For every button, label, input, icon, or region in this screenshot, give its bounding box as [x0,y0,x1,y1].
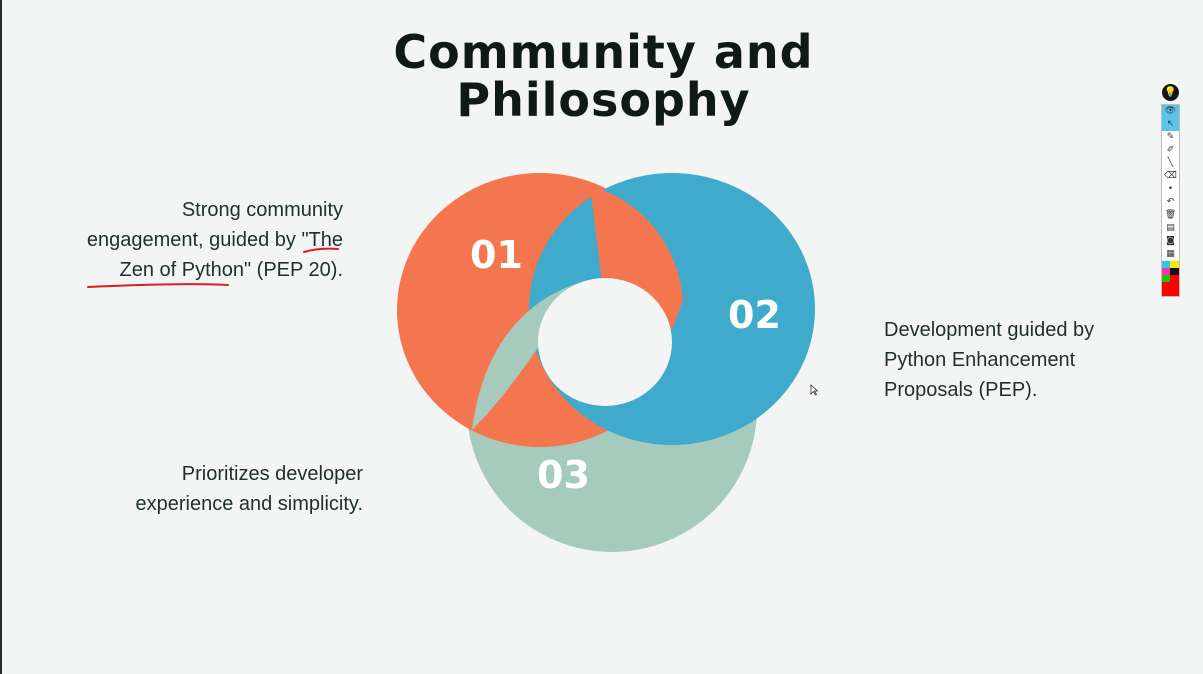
point-02-text: Development guided by Python Enhancement… [884,315,1144,405]
overlap-03-over-01 [472,282,605,430]
lightbulb-icon[interactable]: 💡 [1162,84,1179,101]
color-swatch-1[interactable] [1162,261,1170,268]
trash-icon[interactable]: 🗑 [1164,210,1177,220]
cursor-icon[interactable]: ↖ [1162,118,1179,131]
eraser-icon[interactable]: ⌫ [1164,171,1177,181]
point-02-line-1: Development guided by [884,319,1095,341]
point-03-text: Prioritizes developer experience and sim… [62,459,363,519]
label-01: 01 [470,233,523,277]
active-color-swatch[interactable] [1162,282,1179,296]
color-swatch-5[interactable] [1162,275,1170,282]
color-swatch-4[interactable] [1170,268,1179,275]
title-line-1: Community and [393,25,814,79]
line-icon[interactable]: ╲ [1167,158,1174,168]
label-02: 02 [728,293,781,337]
slide-title: Community and Philosophy [2,28,1203,124]
color-palette [1162,261,1179,282]
pen-icon[interactable]: ✎ [1166,132,1175,142]
circle-03 [467,264,757,552]
point-03-line-1: Prioritizes developer [181,463,363,485]
undo-icon[interactable]: ↶ [1166,197,1175,207]
color-swatch-3[interactable] [1162,268,1170,275]
color-swatch-6[interactable] [1170,275,1179,282]
point-01-line-2: engagement, guided by "The [86,229,343,251]
circle-01 [397,173,683,447]
toolbar-panel: 👁 ↖ ✎ ✐ ╲ ⌫ • ↶ 🗑 ▤ ◙ ▦ [1161,104,1180,297]
point-03-line-2: experience and simplicity. [135,493,363,515]
mouse-cursor-icon [810,384,818,396]
board-icon[interactable]: ▤ [1166,223,1175,233]
label-03: 03 [537,453,590,497]
circle-02 [529,173,815,445]
camera-icon[interactable]: ◙ [1166,236,1175,246]
highlighter-icon[interactable]: ✐ [1166,145,1175,155]
annotation-toolbar: 💡 👁 ↖ ✎ ✐ ╲ ⌫ • ↶ 🗑 ▤ ◙ ▦ [1161,84,1180,312]
point-01-line-3: Zen of Python" (PEP 20). [119,259,343,281]
eye-icon[interactable]: 👁 [1162,105,1179,118]
point-02-line-3: Proposals (PEP). [884,379,1038,401]
color-swatch-2[interactable] [1170,261,1179,268]
point-02-line-2: Python Enhancement [884,349,1076,371]
clipboard-icon[interactable]: ▦ [1166,249,1175,259]
overlap-01-over-02 [590,186,683,330]
title-line-2: Philosophy [456,73,751,127]
dot-icon[interactable]: • [1167,184,1174,194]
toolbar-tools: 👁 ↖ ✎ ✐ ╲ ⌫ • ↶ 🗑 ▤ ◙ ▦ [1162,105,1179,261]
point-01-text: Strong community engagement, guided by "… [42,195,343,285]
point-01-line-1: Strong community [181,199,343,221]
